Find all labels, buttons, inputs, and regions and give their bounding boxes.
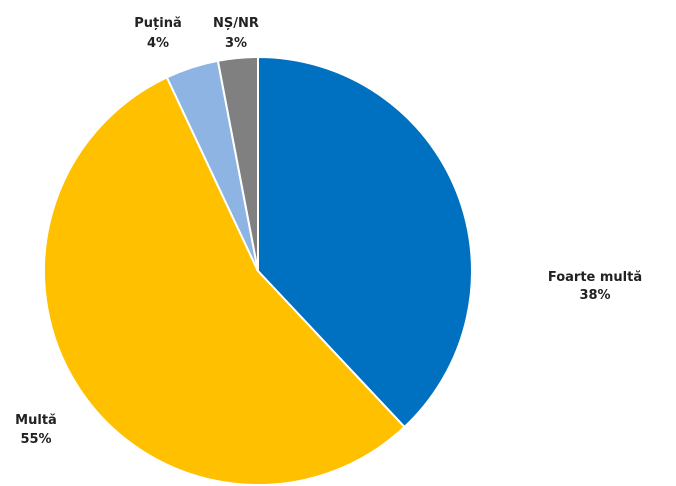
pie-slice-multa <box>42 76 406 486</box>
slice-label-multa: Multă <box>15 413 57 428</box>
slice-label-putina: Puțină <box>134 16 181 31</box>
pie-labels: Foarte multă 38% Multă 55% Puțină 4% NȘ/… <box>15 16 642 447</box>
slice-value-multa: 55% <box>20 432 51 447</box>
pie-slices <box>42 55 473 486</box>
slice-value-putina: 4% <box>147 36 169 51</box>
slice-value-ns-nr: 3% <box>225 36 247 51</box>
slice-label-ns-nr: NȘ/NR <box>213 16 259 31</box>
pie-slice-foarte-multa <box>257 55 473 429</box>
slice-label-foarte-multa: Foarte multă <box>548 270 642 285</box>
pie-slice-ns-nr <box>216 55 259 272</box>
slice-value-foarte-multa: 38% <box>579 288 610 303</box>
